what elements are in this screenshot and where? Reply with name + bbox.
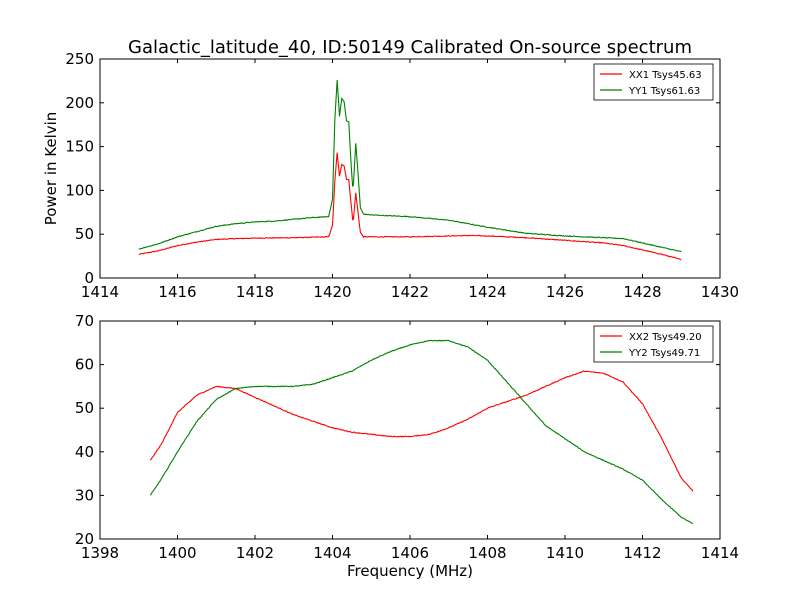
x-tick-label: 1404 — [313, 544, 351, 562]
legend-box — [593, 325, 714, 363]
y-tick-label: 20 — [75, 530, 94, 548]
x-tick-label: 1398 — [81, 544, 119, 562]
x-tick-label: 1416 — [158, 283, 196, 301]
legend-box — [593, 63, 714, 101]
y-tick-label: 40 — [75, 443, 94, 461]
y-tick-label: 200 — [65, 94, 94, 112]
x-axis-title: Frequency (MHz) — [347, 562, 473, 580]
x-tick-label: 1426 — [546, 283, 584, 301]
x-tick-label: 1408 — [468, 544, 506, 562]
x-tick-label: 1424 — [468, 283, 506, 301]
y-tick-label: 250 — [65, 50, 94, 68]
y-tick-label: 50 — [75, 399, 94, 417]
legend-label: YY1 Tsys61.63 — [628, 86, 700, 97]
x-tick-label: 1402 — [236, 544, 274, 562]
x-tick-label: 1406 — [391, 544, 429, 562]
series-line-2 — [149, 339, 694, 525]
y-axis-title: Power in Kelvin — [42, 112, 60, 226]
bottom-spectrum-plot: 1398 1400 1402 1404 1406 1408 1410 1412 1414 20 30… — [75, 312, 739, 580]
y-tick-label: 150 — [65, 138, 94, 156]
y-tick-label: 0 — [84, 269, 94, 287]
y-tick-label: 30 — [75, 486, 94, 504]
x-tick-label: 1428 — [623, 283, 661, 301]
legend-label: XX1 Tsys45.63 — [629, 70, 702, 81]
legend-label: YY2 Tsys49.71 — [628, 348, 700, 359]
x-tick-label: 1414 — [81, 283, 119, 301]
y-tick-label: 70 — [75, 312, 94, 330]
series-line-1 — [138, 152, 682, 261]
legend: XX2 Tsys49.20 YY2 Tsys49.71 — [593, 325, 714, 363]
legend-label: XX2 Tsys49.20 — [629, 332, 702, 343]
legend: XX1 Tsys45.63 YY1 Tsys61.63 — [593, 63, 714, 101]
x-tick-label: 1414 — [701, 544, 739, 562]
x-tick-label: 1410 — [546, 544, 584, 562]
figure-title: Galactic_latitude_40, ID:50149 Calibrate… — [128, 37, 692, 58]
x-tick-label: 1422 — [391, 283, 429, 301]
x-tick-label: 1418 — [236, 283, 274, 301]
series-line-1 — [149, 370, 694, 492]
y-tick-label: 50 — [75, 225, 94, 243]
y-tick-label: 60 — [75, 356, 94, 374]
series-line-2 — [138, 80, 682, 253]
x-tick-label: 1430 — [701, 283, 739, 301]
y-tick-label: 100 — [65, 181, 94, 199]
x-tick-label: 1412 — [623, 544, 661, 562]
x-tick-label: 1420 — [313, 283, 351, 301]
top-spectrum-plot: 1414 1416 1418 1420 1422 1424 1426 1428 1430 0 50 1… — [42, 50, 739, 301]
x-tick-label: 1400 — [158, 544, 196, 562]
